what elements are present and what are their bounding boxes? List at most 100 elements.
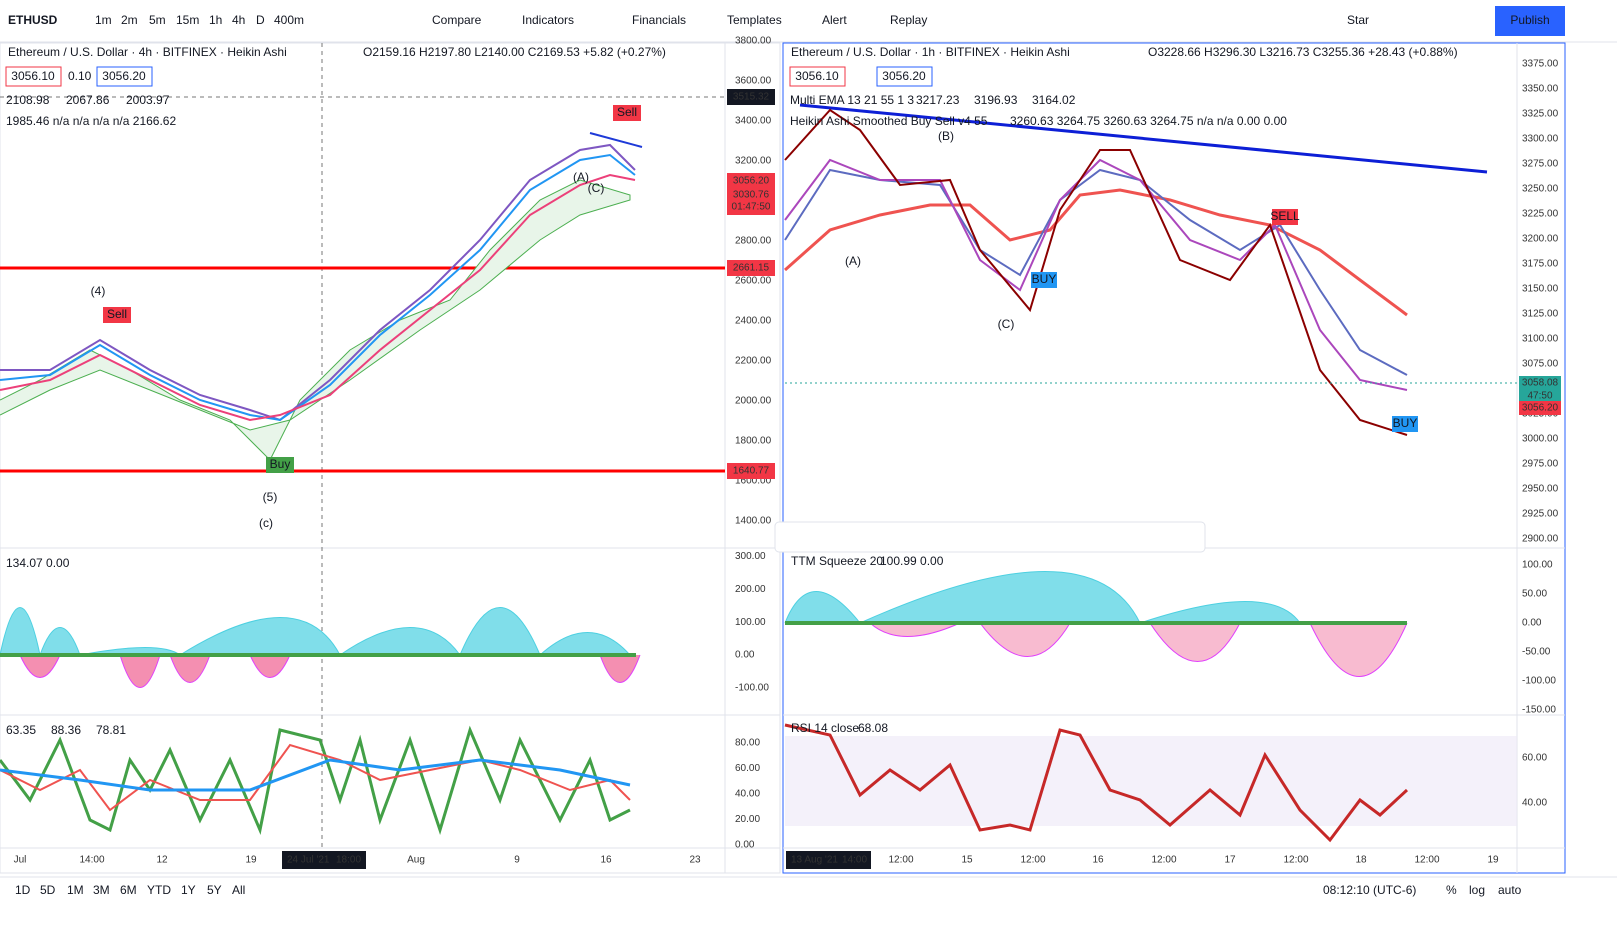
- toolbar-button[interactable]: Alert: [822, 13, 847, 27]
- range-button[interactable]: 1Y: [181, 883, 196, 897]
- range-button[interactable]: 5D: [40, 883, 56, 897]
- trend-line: [799, 103, 1488, 174]
- interval[interactable]: 1h: [209, 13, 222, 27]
- price-label: 2200.00: [735, 356, 772, 367]
- axis-label: 100.00: [735, 617, 766, 628]
- toolbar-button[interactable]: Templates: [727, 13, 782, 27]
- price-label: 3300.00: [1522, 134, 1559, 145]
- ohlc: O2159.16 H2197.80 L2140.00 C2169.53 +5.8…: [363, 45, 666, 59]
- range-button[interactable]: 3M: [93, 883, 110, 897]
- interval[interactable]: 4h: [232, 13, 245, 27]
- label-box: [876, 66, 933, 87]
- price-label: 3375.00: [1522, 59, 1559, 70]
- time-label: 19: [1487, 855, 1499, 866]
- label-box: [727, 173, 775, 189]
- ema-line: [784, 188, 1408, 317]
- price-label: 3325.00: [1522, 109, 1559, 120]
- bid: 3056.10: [11, 69, 55, 83]
- annotation: Buy: [270, 457, 291, 471]
- annotation: BUY: [1032, 272, 1057, 286]
- axis-label: -100.00: [1522, 676, 1556, 687]
- price-badge: 47:50: [1527, 391, 1552, 402]
- annotation: (C): [588, 181, 605, 195]
- price-label: 1400.00: [735, 516, 772, 527]
- ask: 3056.20: [882, 69, 926, 83]
- range-button[interactable]: YTD: [147, 883, 171, 897]
- range-button[interactable]: All: [232, 883, 245, 897]
- publish-label[interactable]: Publish: [1510, 13, 1549, 27]
- osc-line: [0, 758, 631, 792]
- label-box: [727, 260, 775, 276]
- axis-label: 20.00: [735, 814, 760, 825]
- label-box: [786, 851, 871, 869]
- label-box: [789, 66, 846, 87]
- scale-option[interactable]: auto: [1498, 883, 1522, 897]
- scale-option[interactable]: %: [1446, 883, 1457, 897]
- pane-title: Ethereum / U.S. Dollar · 1h · BITFINEX ·…: [791, 45, 1070, 59]
- trend-line: [589, 132, 643, 148]
- ema-value: 3196.93: [974, 93, 1018, 107]
- toolbar-button[interactable]: Financials: [632, 13, 686, 27]
- interval[interactable]: 1m: [95, 13, 112, 27]
- time-label: 12:00: [1414, 855, 1439, 866]
- ema-name: Multi EMA 13 21 55 1 3: [790, 93, 914, 107]
- label-box: [96, 66, 153, 87]
- squeeze-name: TTM Squeeze 20: [791, 554, 883, 568]
- toolbar-button[interactable]: Compare: [432, 13, 482, 27]
- osc-line: [0, 725, 631, 836]
- publish-button[interactable]: [1495, 6, 1565, 36]
- drawing-toolbar[interactable]: [774, 521, 1206, 553]
- ask: 3056.20: [102, 69, 146, 83]
- label-box: [1392, 416, 1418, 432]
- range-button[interactable]: 6M: [120, 883, 137, 897]
- cloud: [0, 179, 631, 461]
- price-label: 3400.00: [735, 116, 772, 127]
- smoothed-line: [784, 108, 1408, 436]
- price-label: 2975.00: [1522, 459, 1559, 470]
- ema-line: [784, 158, 1408, 391]
- price-label: 1800.00: [735, 436, 772, 447]
- axis-label: -150.00: [1522, 705, 1556, 716]
- price-badge: 3058.08: [1522, 378, 1559, 389]
- range-button[interactable]: 5Y: [207, 883, 222, 897]
- price-label: 2950.00: [1522, 484, 1559, 495]
- range-button[interactable]: 1D: [15, 883, 31, 897]
- interval[interactable]: 15m: [176, 13, 199, 27]
- squeeze-hist: [0, 607, 631, 657]
- osc-value: 88.36: [51, 723, 81, 737]
- rsi-value: 68.08: [858, 721, 888, 735]
- time-label: 19: [245, 855, 257, 866]
- price-label: 3100.00: [1522, 334, 1559, 345]
- toolbar-button[interactable]: Replay: [890, 13, 927, 27]
- symbol[interactable]: ETHUSD: [8, 13, 58, 27]
- interval[interactable]: 5m: [149, 13, 166, 27]
- range-button[interactable]: 1M: [67, 883, 84, 897]
- toolbar-button[interactable]: Indicators: [522, 13, 574, 27]
- interval[interactable]: 400m: [274, 13, 304, 27]
- interval[interactable]: D: [256, 13, 265, 27]
- scale-option[interactable]: log: [1469, 883, 1485, 897]
- time-label: Aug: [407, 855, 425, 866]
- interval[interactable]: 2m: [121, 13, 138, 27]
- toolbar: [0, 0, 1617, 42]
- rsi-band: [785, 736, 1517, 826]
- price-badge: 3515.32: [733, 92, 770, 103]
- star-button[interactable]: Star: [1347, 13, 1369, 27]
- ema-value: 3164.02: [1032, 93, 1076, 107]
- price-label: 3175.00: [1522, 259, 1559, 270]
- price-label: 3225.00: [1522, 209, 1559, 220]
- annotation: Sell: [617, 105, 637, 119]
- price-badge: 3056.20: [733, 176, 770, 187]
- price-label: 2600.00: [735, 276, 772, 287]
- label-box: [1519, 389, 1561, 403]
- label-box: [1519, 401, 1561, 415]
- label-box: [266, 457, 294, 473]
- price-badge: 01:47:50: [732, 202, 771, 213]
- axis-label: 60.00: [735, 763, 760, 774]
- annotation: (4): [91, 284, 106, 298]
- annotation: (A): [573, 170, 589, 184]
- time-label: 12:00: [1151, 855, 1176, 866]
- axis-label: 80.00: [735, 738, 760, 749]
- time-label: Jul: [14, 855, 27, 866]
